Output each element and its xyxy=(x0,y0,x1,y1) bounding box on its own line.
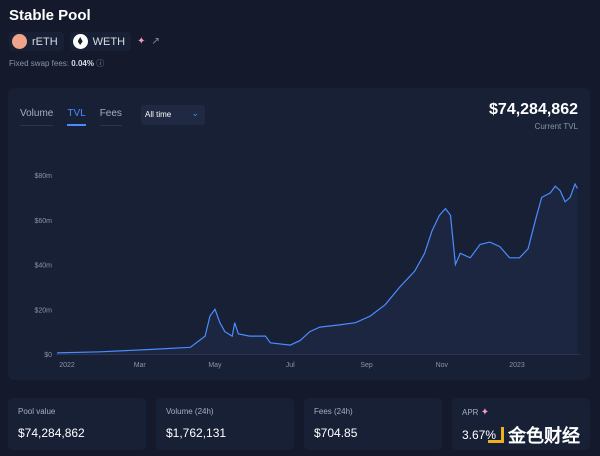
y-tick-label: $40m xyxy=(34,263,52,270)
time-range-value: All time xyxy=(145,110,172,119)
token-list: rETH WETH ✦ ↗ xyxy=(9,32,160,51)
x-tick-label: Mar xyxy=(134,362,147,369)
sparkles-icon[interactable]: ✦ xyxy=(480,407,490,418)
ethereum-icon xyxy=(72,34,88,49)
y-tick-label: $20m xyxy=(34,307,52,314)
stat-value: $1,762,131 xyxy=(166,426,227,440)
y-tick-label: $60m xyxy=(34,218,52,225)
page-title: Stable Pool xyxy=(9,7,91,24)
tab-tvl[interactable]: TVL xyxy=(67,108,86,126)
info-icon[interactable]: ⓘ xyxy=(96,59,105,68)
stat-value: 3.67% xyxy=(462,428,497,442)
chevron-down-icon: ⌄ xyxy=(191,108,199,118)
stat-apr: APR ✦ 3.67% xyxy=(452,398,590,450)
stat-volume: Volume (24h) $1,762,131 xyxy=(156,398,294,450)
tab-volume[interactable]: Volume xyxy=(20,108,54,126)
watermark-text: 金色财经 xyxy=(508,426,580,446)
stat-value: $74,284,862 xyxy=(18,426,85,440)
stat-label: APR xyxy=(462,408,479,417)
x-tick-label: Nov xyxy=(436,362,449,369)
swap-fees: Fixed swap fees: 0.04% ⓘ xyxy=(9,58,104,69)
y-tick-label: $80m xyxy=(34,173,52,180)
tab-fees[interactable]: Fees xyxy=(99,108,122,126)
current-tvl-value: $74,284,862 xyxy=(489,101,578,118)
stat-label: Fees (24h) xyxy=(314,407,353,416)
y-tick-label: $0 xyxy=(44,352,52,359)
chart-tabs: Volume TVL Fees xyxy=(20,108,122,126)
x-tick-label: 2023 xyxy=(509,362,525,369)
tvl-area xyxy=(57,184,578,354)
stat-label: Pool value xyxy=(18,407,56,416)
stat-label: Volume (24h) xyxy=(166,407,214,416)
stat-fees: Fees (24h) $704.85 xyxy=(304,398,442,450)
time-range-select[interactable]: All time ⌄ xyxy=(141,105,205,125)
external-link-icon[interactable]: ↗ xyxy=(151,36,160,47)
watermark-logo-icon xyxy=(488,427,504,443)
x-tick-label: Jul xyxy=(286,362,295,369)
stat-pool-value: Pool value $74,284,862 xyxy=(8,398,146,450)
reth-icon xyxy=(12,34,27,49)
fees-label: Fixed swap fees: xyxy=(9,59,70,68)
x-tick-label: May xyxy=(208,362,222,369)
tvl-line xyxy=(57,182,579,354)
x-tick-label: 2022 xyxy=(59,362,75,369)
current-tvl-label: Current TVL xyxy=(534,122,578,131)
stat-value: $704.85 xyxy=(314,426,358,440)
fees-value: 0.04% xyxy=(71,59,94,68)
token-symbol: rETH xyxy=(32,35,58,48)
token-symbol: WETH xyxy=(92,35,126,48)
token-reth[interactable]: rETH xyxy=(9,32,64,51)
watermark: 金色财经 xyxy=(488,422,580,448)
token-weth[interactable]: WETH xyxy=(69,32,132,51)
sparkles-icon[interactable]: ✦ xyxy=(137,36,146,47)
x-tick-label: Sep xyxy=(360,362,373,369)
